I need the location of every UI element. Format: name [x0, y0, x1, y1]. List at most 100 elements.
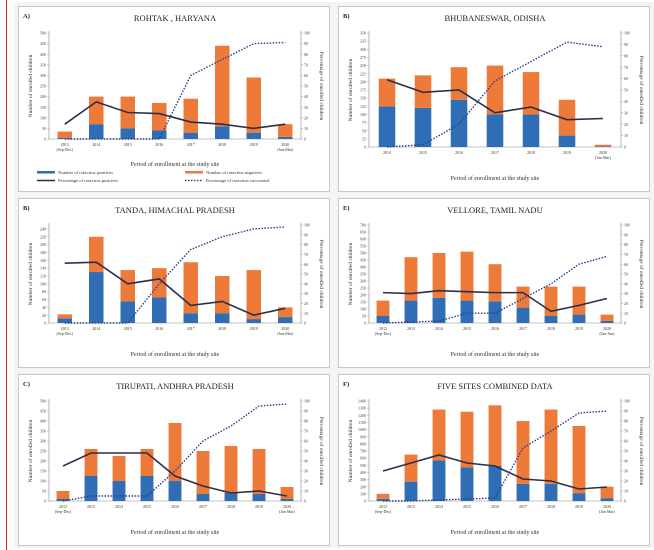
chart-panel-vellore: E) VELLORE, TAMIL NADU 0 50 100 150 200 250 300 3… [338, 198, 650, 368]
chart-svg: B) TANDA, HIMACHAL PRADESH020406080100120… [23, 205, 325, 358]
bar-positive [183, 313, 198, 323]
bar-negative [460, 411, 474, 468]
bar-negative [252, 449, 266, 494]
y2-tick-label: 20 [624, 479, 628, 484]
y2-tick-label: 40 [304, 281, 308, 286]
line-pct-positive [64, 101, 286, 130]
y2-tick-label: 70 [624, 252, 628, 257]
y2-tick-label: 0 [624, 145, 626, 150]
chart-title: ROHTAK , HARYANA [134, 13, 217, 23]
y-axis-title: Number of enrolled children [27, 54, 34, 117]
y-tick-label: 450 [40, 41, 46, 46]
x-tick-label: 2019 [250, 326, 258, 331]
bar-positive [432, 460, 446, 501]
bar-negative [120, 270, 135, 302]
bar-positive [488, 301, 502, 323]
chart-title: BHUBANESWAR, ODISHA [444, 13, 546, 23]
y2-tick-label: 50 [304, 272, 308, 277]
panel-letter: B) [343, 13, 350, 20]
y-tick-label: 700 [360, 223, 366, 228]
bar-negative [600, 314, 614, 321]
y-tick-label: 120 [40, 274, 46, 279]
y-tick-label: 650 [360, 230, 366, 235]
x-tick-label: 2016 [155, 142, 163, 147]
y2-tick-label: 100 [624, 223, 630, 228]
x-tick-label-sub: (Sep-Dec) [55, 509, 72, 514]
y-tick-label: 80 [42, 289, 46, 294]
y-tick-label: 225 [360, 71, 366, 76]
y-tick-label: 400 [40, 419, 46, 424]
bar-positive [84, 476, 98, 501]
y-tick-label: 350 [40, 429, 46, 434]
y-tick-label: 150 [40, 469, 46, 474]
bar-positive [460, 467, 474, 501]
chart-svg: E) VELLORE, TAMIL NADU0501001502002503003… [343, 205, 645, 358]
figure-frame: A) ROHTAK , HARYANA 0 50 100 150 200 250 300 350 4… [14, 2, 654, 548]
bar-positive [252, 494, 266, 501]
x-tick-label: 2016 [155, 326, 163, 331]
bar-positive [246, 132, 261, 139]
y-tick-label: 250 [360, 286, 366, 291]
y-tick-label: 100 [40, 479, 46, 484]
y-tick-label: 250 [40, 449, 46, 454]
bar-positive [378, 106, 396, 147]
y2-tick-label: 40 [624, 281, 628, 286]
y-tick-label: 400 [40, 52, 46, 57]
bar-negative [404, 454, 418, 482]
y-tick-label: 1100 [358, 420, 366, 425]
bar-positive [57, 318, 72, 323]
bar-positive [120, 128, 135, 139]
y2-tick-label: 0 [304, 499, 306, 504]
legend-label-positive: Number of rotavirus positives [58, 170, 113, 175]
x-tick-label: 2017 [187, 142, 195, 147]
y2-tick-label: 50 [624, 449, 628, 454]
bar-positive [376, 498, 390, 501]
x-tick-label: 2018 [547, 504, 555, 509]
y2-tick-label: 70 [304, 429, 308, 434]
bar-positive [460, 300, 474, 323]
y2-axis-title: Percentage of enrolled children [318, 240, 325, 309]
y2-tick-label: 20 [624, 301, 628, 306]
y2-tick-label: 60 [304, 262, 308, 267]
x-tick-label: 2013 [61, 326, 69, 331]
x-tick-label-sub: (Jan-Mar) [599, 509, 616, 514]
x-tick-label: 2018 [218, 142, 226, 147]
x-axis-title: Period of enrollment at the study site [131, 351, 220, 358]
y2-tick-label: 10 [624, 311, 628, 316]
y2-tick-label: 40 [624, 99, 628, 104]
bar-negative [460, 251, 474, 301]
bar-positive [140, 476, 154, 501]
x-tick-label-sub: (Jan-Mar) [279, 509, 296, 514]
line-pct-vaccinated [386, 41, 604, 148]
chart-svg: B) BHUBANESWAR, ODISHA0255075100125150175… [343, 13, 645, 182]
bar-negative [183, 262, 198, 314]
x-tick-label: 2018 [547, 326, 555, 331]
bar-positive [404, 481, 418, 501]
bar-positive [404, 300, 418, 323]
y2-tick-label: 20 [304, 301, 308, 306]
bar-positive [152, 297, 167, 323]
y-tick-label: 20 [42, 313, 46, 318]
y2-tick-label: 30 [304, 291, 308, 296]
y2-tick-label: 40 [304, 94, 308, 99]
y2-tick-label: 100 [304, 399, 310, 404]
y-tick-label: 300 [360, 279, 366, 284]
y-tick-label: 500 [40, 31, 46, 36]
y-tick-label: 100 [40, 115, 46, 120]
bar-negative [376, 300, 390, 316]
y-tick-label: 275 [360, 55, 366, 60]
bar-negative [450, 67, 468, 100]
y2-tick-label: 80 [304, 242, 308, 247]
bar-negative [594, 144, 612, 147]
y2-tick-label: 90 [304, 41, 308, 46]
bar-negative [57, 131, 72, 138]
x-tick-label: 2017 [491, 150, 499, 155]
y-tick-label: 40 [42, 305, 46, 310]
chart-svg: A) ROHTAK , HARYANA0501001502002503003504… [23, 13, 325, 183]
y-tick-label: 500 [360, 251, 366, 256]
y-tick-label: 25 [362, 136, 366, 141]
x-tick-label: 2019 [250, 142, 258, 147]
bar-positive [246, 319, 261, 323]
bar-negative [246, 77, 261, 133]
line-pct-vaccinated [64, 226, 286, 324]
